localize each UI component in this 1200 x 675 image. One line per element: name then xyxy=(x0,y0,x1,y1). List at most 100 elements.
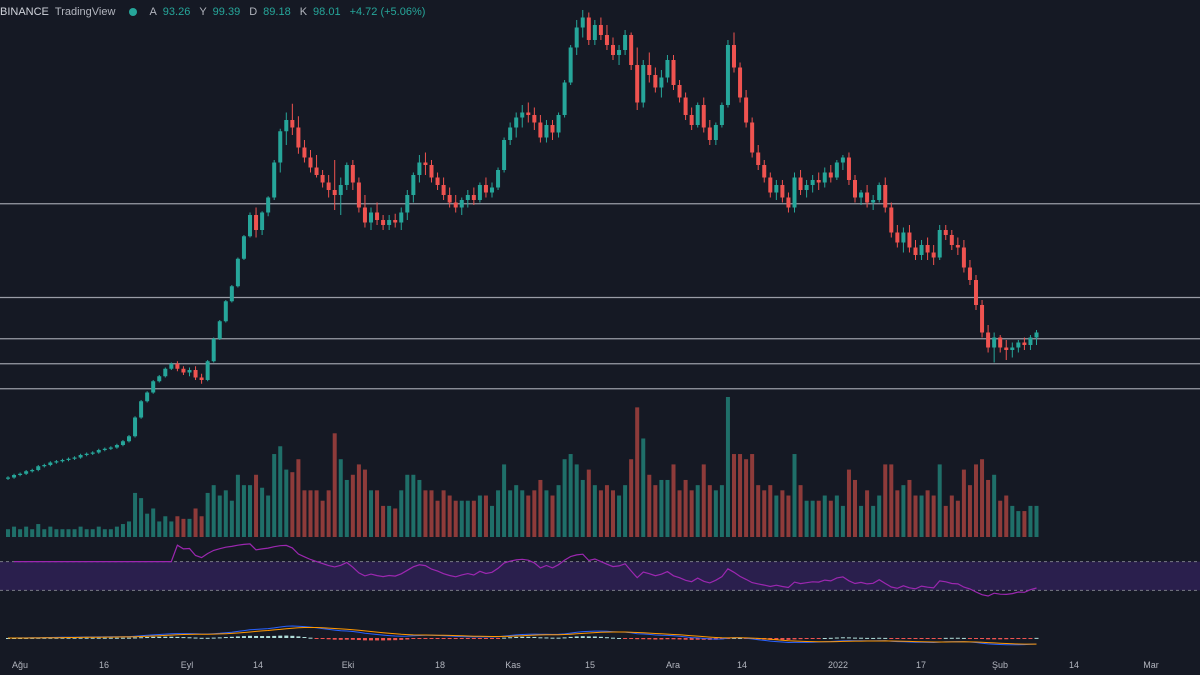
candle-body xyxy=(617,50,622,55)
volume-bar xyxy=(48,526,53,537)
high-value: 99.39 xyxy=(212,6,241,18)
volume-bar xyxy=(967,485,972,537)
volume-bar xyxy=(816,500,821,537)
macd-histogram-bar xyxy=(623,638,628,639)
volume-bar xyxy=(798,485,803,537)
volume-bar xyxy=(1028,505,1033,537)
macd-histogram-bar xyxy=(453,638,458,639)
macd-histogram-bar xyxy=(943,637,948,639)
candle-body xyxy=(937,230,942,258)
macd-histogram-bar xyxy=(647,638,652,640)
macd-histogram-bar xyxy=(96,637,101,639)
macd-histogram-bar xyxy=(937,638,942,639)
volume-bar xyxy=(750,454,755,537)
volume-bar xyxy=(544,490,549,537)
candle-body xyxy=(556,115,561,133)
volume-bar xyxy=(435,500,440,537)
macd-histogram-bar xyxy=(665,638,670,640)
x-axis-label: 2022 xyxy=(828,660,848,670)
volume-bar xyxy=(659,479,664,537)
volume-bar xyxy=(913,495,918,537)
volume-bar xyxy=(229,500,234,537)
macd-histogram-bar xyxy=(248,635,252,638)
candle-body xyxy=(1016,342,1021,348)
candle-body xyxy=(780,185,785,198)
macd-histogram-bar xyxy=(677,638,682,640)
candle-body xyxy=(980,305,985,333)
macd-histogram-bar xyxy=(816,638,821,639)
candle-body xyxy=(580,17,585,28)
macd-histogram-bar xyxy=(314,638,319,639)
macd-histogram-bar xyxy=(169,636,174,638)
x-axis-label: 14 xyxy=(253,660,263,670)
candle-body xyxy=(356,182,361,208)
macd-histogram-bar xyxy=(877,637,882,639)
volume-bar xyxy=(496,490,501,537)
volume-bar xyxy=(447,495,452,537)
volume-bar xyxy=(786,495,791,537)
candle-body xyxy=(42,465,47,467)
volume-bar xyxy=(641,438,646,537)
candle-body xyxy=(54,461,59,463)
volume-bar xyxy=(157,521,162,537)
volume-bar xyxy=(689,490,694,537)
volume-bar xyxy=(980,459,985,537)
macd-histogram-bar xyxy=(810,638,815,639)
volume-bar xyxy=(139,498,144,537)
candle-body xyxy=(532,115,537,123)
candle-body xyxy=(229,286,234,302)
volume-bar xyxy=(465,500,470,537)
candle-body xyxy=(804,185,809,190)
macd-histogram-bar xyxy=(653,638,658,640)
macd-histogram-bar xyxy=(127,637,131,639)
macd-histogram-bar xyxy=(901,638,906,639)
candle-body xyxy=(998,337,1003,348)
volume-bar xyxy=(120,524,125,537)
macd-histogram-bar xyxy=(429,638,434,639)
macd-histogram-bar xyxy=(520,636,525,638)
volume-bar xyxy=(713,490,718,537)
macd-histogram-bar xyxy=(683,638,688,640)
volume-bar xyxy=(387,505,392,537)
volume-bar xyxy=(992,474,997,537)
candle-body xyxy=(24,471,29,474)
volume-bar xyxy=(623,485,628,537)
candle-body xyxy=(598,25,603,35)
macd-histogram-bar xyxy=(229,636,234,638)
candle-body xyxy=(713,125,718,140)
candle-body xyxy=(967,267,972,280)
candle-body xyxy=(465,195,470,200)
candle-body xyxy=(66,458,71,460)
candle-body xyxy=(592,25,597,40)
macd-histogram-bar xyxy=(961,637,966,639)
macd-histogram-bar xyxy=(967,638,972,639)
volume-bar xyxy=(792,454,797,537)
volume-bar xyxy=(145,513,150,537)
candle-body xyxy=(853,180,857,198)
macd-histogram-bar xyxy=(66,637,71,639)
volume-bar xyxy=(477,495,482,537)
volume-bar xyxy=(30,529,35,537)
candle-body xyxy=(175,363,180,369)
macd-histogram-bar xyxy=(1022,638,1027,639)
macd-histogram-bar xyxy=(284,635,289,638)
candle-body xyxy=(840,157,845,163)
volume-bar xyxy=(738,454,743,537)
volume-bar xyxy=(725,397,730,537)
volume-bar xyxy=(822,495,827,537)
volume-bar xyxy=(574,464,579,537)
volume-bar xyxy=(260,487,265,537)
volume-bar xyxy=(332,433,337,537)
macd-histogram-bar xyxy=(840,637,845,639)
candle-body xyxy=(623,35,628,50)
macd-histogram-bar xyxy=(568,636,573,638)
volume-bar xyxy=(217,495,222,537)
macd-histogram-bar xyxy=(205,637,210,639)
candle-body xyxy=(1034,332,1039,338)
macd-histogram-bar xyxy=(302,637,307,639)
volume-bar xyxy=(199,516,204,537)
candle-body xyxy=(471,195,476,200)
candle-body xyxy=(707,127,712,140)
candle-body xyxy=(1010,347,1015,350)
